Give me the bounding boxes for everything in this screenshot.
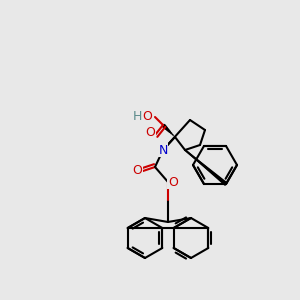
Text: O: O	[132, 164, 142, 176]
Polygon shape	[185, 150, 227, 185]
Text: O: O	[168, 176, 178, 188]
Text: O: O	[145, 125, 155, 139]
Text: O: O	[142, 110, 152, 124]
Text: H: H	[132, 110, 142, 124]
Text: N: N	[158, 143, 168, 157]
